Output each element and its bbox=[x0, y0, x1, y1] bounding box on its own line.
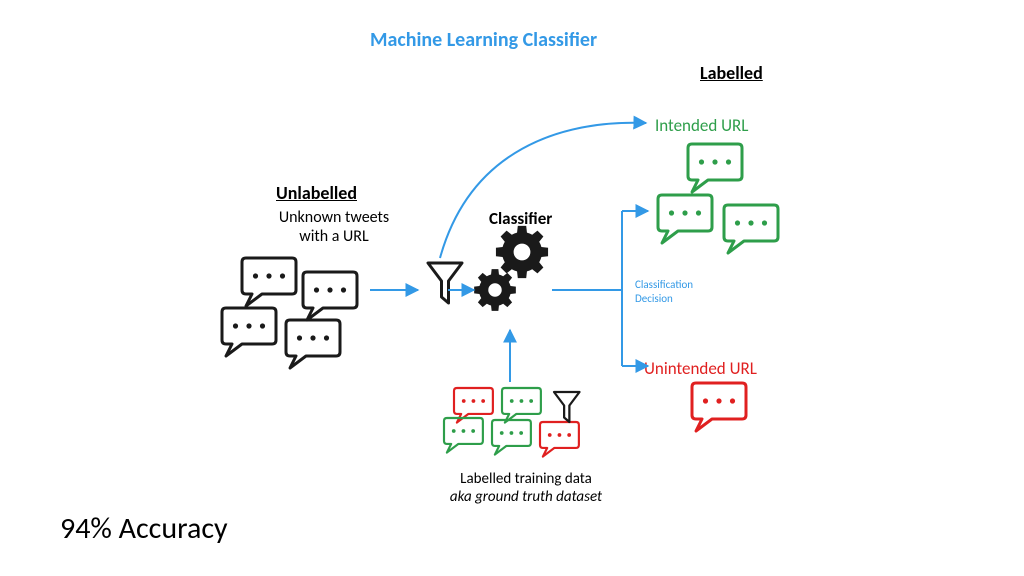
training-line1: Labelled training data bbox=[426, 470, 626, 488]
unlabelled-subtitle: Unknown tweets with a URL bbox=[264, 208, 404, 246]
accuracy-text: 94% Accuracy bbox=[60, 510, 228, 547]
unlabelled-subtitle-line2: with a URL bbox=[264, 227, 404, 246]
classifier-label: Classifier bbox=[489, 208, 552, 229]
classification-decision-label: Classification Decision bbox=[635, 278, 693, 306]
cd-line1: Classification bbox=[635, 278, 693, 292]
cd-line2: Decision bbox=[635, 292, 693, 306]
unlabelled-subtitle-line1: Unknown tweets bbox=[264, 208, 404, 227]
training-line2: aka ground truth dataset bbox=[426, 488, 626, 506]
unlabelled-header: Unlabelled bbox=[276, 182, 357, 204]
intended-label: Intended URL bbox=[655, 115, 748, 136]
unintended-label: Unintended URL bbox=[644, 358, 757, 379]
diagram-title: Machine Learning Classifier bbox=[370, 28, 597, 52]
labelled-header: Labelled bbox=[700, 62, 763, 84]
training-data-caption: Labelled training data aka ground truth … bbox=[426, 470, 626, 506]
